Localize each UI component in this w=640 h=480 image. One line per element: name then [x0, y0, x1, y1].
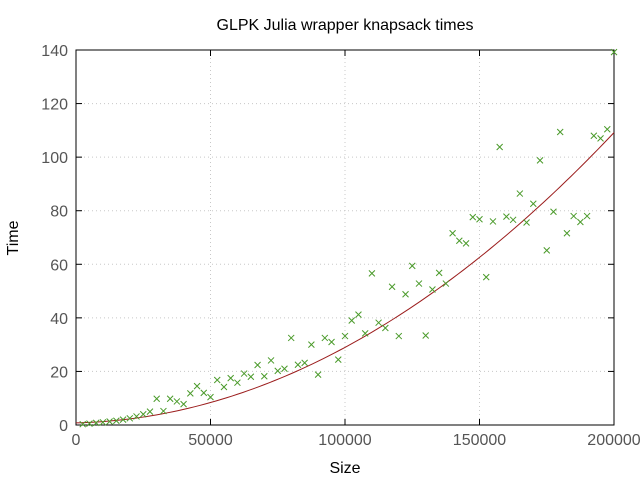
y-tick-label: 20 [50, 364, 68, 381]
data-point [517, 191, 523, 197]
x-tick-label: 100000 [318, 432, 371, 449]
data-point [490, 218, 496, 224]
data-point [288, 335, 294, 341]
data-point [510, 217, 516, 223]
data-point [355, 312, 361, 318]
y-tick-label: 120 [41, 97, 68, 114]
data-point [524, 220, 530, 226]
data-point [577, 219, 583, 225]
data-point [544, 247, 550, 253]
data-point [295, 362, 301, 368]
data-point [208, 394, 214, 400]
data-point [557, 129, 563, 135]
data-point [248, 374, 254, 380]
data-point [147, 409, 153, 415]
x-axis-label: Size [329, 460, 360, 477]
data-point [389, 284, 395, 290]
grid [76, 50, 614, 425]
data-point [403, 291, 409, 297]
data-point [564, 230, 570, 236]
data-point [423, 333, 429, 339]
data-point [261, 373, 267, 379]
data-point [154, 396, 160, 402]
data-point [80, 421, 86, 427]
y-tick-label: 100 [41, 150, 68, 167]
x-tick-label: 200000 [587, 432, 640, 449]
y-axis-label: Time [5, 220, 22, 255]
data-point [181, 401, 187, 407]
data-point [382, 325, 388, 331]
y-tick-label: 80 [50, 204, 68, 221]
data-point [140, 411, 146, 417]
data-point [134, 413, 140, 419]
data-point [86, 421, 92, 427]
data-point [537, 157, 543, 163]
x-tick-label: 50000 [188, 432, 233, 449]
data-point [550, 209, 556, 215]
data-point [376, 320, 382, 326]
data-point [302, 360, 308, 366]
x-tick-label: 0 [72, 432, 81, 449]
data-point [497, 144, 503, 150]
data-point [329, 339, 335, 345]
data-point [221, 384, 227, 390]
data-point [100, 419, 106, 425]
chart-title: GLPK Julia wrapper knapsack times [217, 17, 474, 34]
y-tick-label: 40 [50, 311, 68, 328]
data-point [268, 357, 274, 363]
data-point [416, 281, 422, 287]
data-point [450, 230, 456, 236]
data-point [571, 213, 577, 219]
data-point [275, 368, 281, 374]
data-point [477, 216, 483, 222]
data-point [362, 330, 368, 336]
data-point [255, 362, 261, 368]
data-point [530, 201, 536, 207]
data-point [443, 281, 449, 287]
fit-curve [76, 133, 614, 423]
y-tick-label: 60 [50, 257, 68, 274]
data-point [369, 270, 375, 276]
data-point [201, 390, 207, 396]
data-point [456, 238, 462, 244]
data-point [187, 390, 193, 396]
data-point [234, 380, 240, 386]
data-point [308, 342, 314, 348]
data-point [335, 357, 341, 363]
data-point [214, 377, 220, 383]
y-tick-labels: 0 20 40 60 80 100 120 140 [41, 43, 68, 435]
data-point [228, 375, 234, 381]
data-points [80, 49, 617, 427]
data-point [604, 126, 610, 132]
data-point [598, 135, 604, 141]
y-tick-label: 0 [59, 418, 68, 435]
data-point [436, 270, 442, 276]
data-point [503, 214, 509, 220]
y-tick-label: 140 [41, 43, 68, 60]
data-point [174, 398, 180, 404]
data-point [591, 133, 597, 139]
x-tick-labels: 0 50000 100000 150000 200000 [72, 432, 640, 449]
data-point [322, 335, 328, 341]
x-tick-label: 150000 [453, 432, 506, 449]
data-point [167, 396, 173, 402]
data-point [584, 213, 590, 219]
data-point [315, 372, 321, 378]
data-point [429, 286, 435, 292]
data-point [396, 333, 402, 339]
data-point [194, 383, 200, 389]
data-point [349, 318, 355, 324]
data-point [281, 366, 287, 372]
data-point [483, 274, 489, 280]
data-point [470, 214, 476, 220]
data-point [463, 240, 469, 246]
